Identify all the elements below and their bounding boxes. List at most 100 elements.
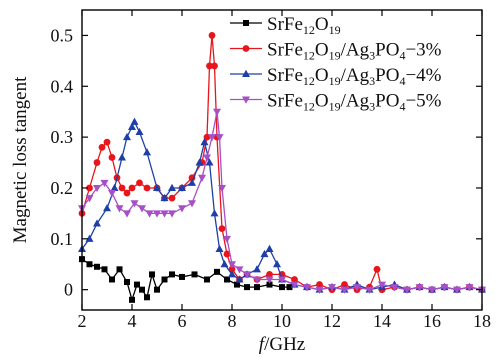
series-3-point-28 bbox=[290, 281, 299, 289]
y-tick-label-3: 0.3 bbox=[51, 127, 74, 147]
series-0-point-19 bbox=[224, 276, 230, 283]
series-1-point-8 bbox=[123, 189, 131, 197]
series-3-point-33 bbox=[353, 284, 361, 292]
series-0-point-10 bbox=[144, 294, 150, 301]
legend-label-0-legend-s1: 12 bbox=[303, 23, 315, 37]
y-tick-label-1: 0.1 bbox=[51, 229, 74, 249]
series-0-point-5 bbox=[116, 266, 123, 273]
series-2-point-15 bbox=[188, 178, 196, 186]
series-3-point-26 bbox=[265, 276, 274, 284]
x-tick-label-1: 4 bbox=[128, 311, 137, 331]
series-2-point-9 bbox=[135, 127, 144, 136]
series-2-point-23 bbox=[235, 275, 244, 283]
series-3-point-40 bbox=[440, 284, 449, 292]
series-3-point-3 bbox=[100, 179, 109, 188]
series-3-point-7 bbox=[130, 200, 139, 208]
series-0-point-16 bbox=[191, 271, 198, 278]
series-1-point-18 bbox=[203, 133, 211, 141]
legend-marker-0 bbox=[243, 20, 249, 26]
series-3-point-39 bbox=[428, 286, 436, 294]
series-1-point-14 bbox=[168, 194, 176, 202]
series-0-point-4 bbox=[109, 276, 115, 283]
series-0-point-14 bbox=[169, 271, 175, 278]
legend-label-3-legend-mid3: PO bbox=[375, 91, 399, 112]
legend-label-1-legend-mid1: O bbox=[315, 40, 329, 61]
series-0-point-17 bbox=[204, 276, 210, 283]
series-2-point-12 bbox=[160, 193, 169, 202]
series-2-point-5 bbox=[118, 153, 126, 161]
series-2 bbox=[78, 117, 486, 293]
y-tick-label-4: 0.4 bbox=[51, 76, 74, 96]
series-2-point-3 bbox=[103, 204, 111, 212]
legend-marker-2 bbox=[242, 69, 250, 77]
series-1-point-9 bbox=[128, 184, 136, 192]
legend-label-2-legend-base: SrFe bbox=[267, 65, 303, 86]
x-tick-label-4: 10 bbox=[273, 311, 291, 331]
axis-ticks: 2 4 6 8 10 12 14 16 18 0 0.1 0.2 0.3 0.4 0.5 bbox=[51, 10, 491, 331]
series-3-point-2 bbox=[93, 184, 101, 193]
series-3-point-38 bbox=[415, 284, 424, 292]
x-axis-label-unit: /GHz bbox=[264, 334, 305, 355]
x-tick-label-0: 2 bbox=[78, 311, 87, 331]
series-2-point-7 bbox=[128, 122, 136, 130]
series-2-point-8 bbox=[130, 117, 139, 125]
series-1-point-38 bbox=[373, 265, 381, 273]
legend-label-2-legend-s4: 4 bbox=[399, 74, 405, 88]
legend-label-0-legend-base: SrFe bbox=[267, 14, 303, 35]
series-2-point-6 bbox=[123, 132, 131, 141]
legend-label-3-legend-mid1: O bbox=[315, 91, 329, 112]
series-3-point-21 bbox=[223, 235, 231, 244]
legend: SrFe12O19SrFe12O19/Ag3PO4−3%SrFe12O19/Ag… bbox=[230, 14, 442, 114]
x-tick-label-7: 16 bbox=[423, 311, 441, 331]
series-0-point-7 bbox=[129, 296, 135, 303]
series-0-point-24 bbox=[279, 284, 285, 291]
series-1-point-3 bbox=[98, 143, 106, 151]
series-2-point-4 bbox=[110, 183, 119, 191]
series-0-point-12 bbox=[154, 286, 160, 293]
series-1-point-31 bbox=[291, 276, 298, 283]
legend-label-0-legend-s2: 19 bbox=[329, 23, 341, 37]
series-1-point-20 bbox=[208, 32, 216, 39]
legend-label-1-legend-base: SrFe bbox=[267, 40, 303, 61]
series-2-point-17 bbox=[200, 138, 209, 146]
x-axis-label: f/GHz bbox=[259, 334, 305, 355]
legend-label-3: SrFe12O19/Ag3PO4−5% bbox=[267, 91, 442, 114]
plot-marks bbox=[78, 32, 486, 303]
series-0-point-2 bbox=[94, 263, 100, 270]
series-3-point-27 bbox=[278, 276, 286, 284]
legend-label-3-legend-base: SrFe bbox=[267, 91, 303, 112]
series-3-point-18 bbox=[213, 108, 221, 116]
legend-label-2-legend-mid3: PO bbox=[375, 65, 399, 86]
series-3-point-32 bbox=[340, 286, 349, 294]
series-1-point-23 bbox=[218, 225, 226, 233]
series-3-point-11 bbox=[160, 210, 169, 218]
legend-label-2-legend-mid1: O bbox=[315, 65, 329, 86]
series-1-point-35 bbox=[341, 281, 348, 288]
y-tick-label-5: 0.5 bbox=[51, 25, 74, 45]
series-1-point-33 bbox=[316, 281, 323, 288]
series-3-point-31 bbox=[328, 284, 336, 292]
series-3-point-22 bbox=[228, 261, 236, 269]
legend-label-0-legend-mid1: O bbox=[315, 14, 329, 35]
series-2-point-22 bbox=[228, 270, 236, 278]
series-3-point-12 bbox=[168, 210, 176, 218]
series-3-point-1 bbox=[85, 195, 94, 203]
series-3-point-4 bbox=[108, 190, 116, 198]
series-2-point-27 bbox=[265, 244, 274, 252]
series-0-point-3 bbox=[101, 266, 108, 273]
series-3-point-20 bbox=[218, 184, 226, 193]
series-0-point-21 bbox=[244, 284, 250, 291]
series-3-point-34 bbox=[365, 286, 374, 294]
series-3-point-30 bbox=[315, 286, 324, 294]
series-3-point-10 bbox=[153, 210, 161, 218]
series-0-point-22 bbox=[254, 284, 260, 291]
series-3-point-5 bbox=[115, 205, 124, 213]
y-axis-label: Magnetic loss tangent bbox=[10, 76, 31, 243]
series-3-point-29 bbox=[303, 284, 311, 292]
series-0-point-13 bbox=[161, 276, 168, 283]
legend-label-3-legend-s3: 3 bbox=[369, 100, 375, 114]
series-2-point-10 bbox=[143, 148, 151, 156]
series-3-point-41 bbox=[453, 286, 461, 294]
legend-label-1-legend-s2: 19 bbox=[329, 49, 341, 63]
legend-label-3-legend-tail: −5% bbox=[405, 91, 441, 112]
